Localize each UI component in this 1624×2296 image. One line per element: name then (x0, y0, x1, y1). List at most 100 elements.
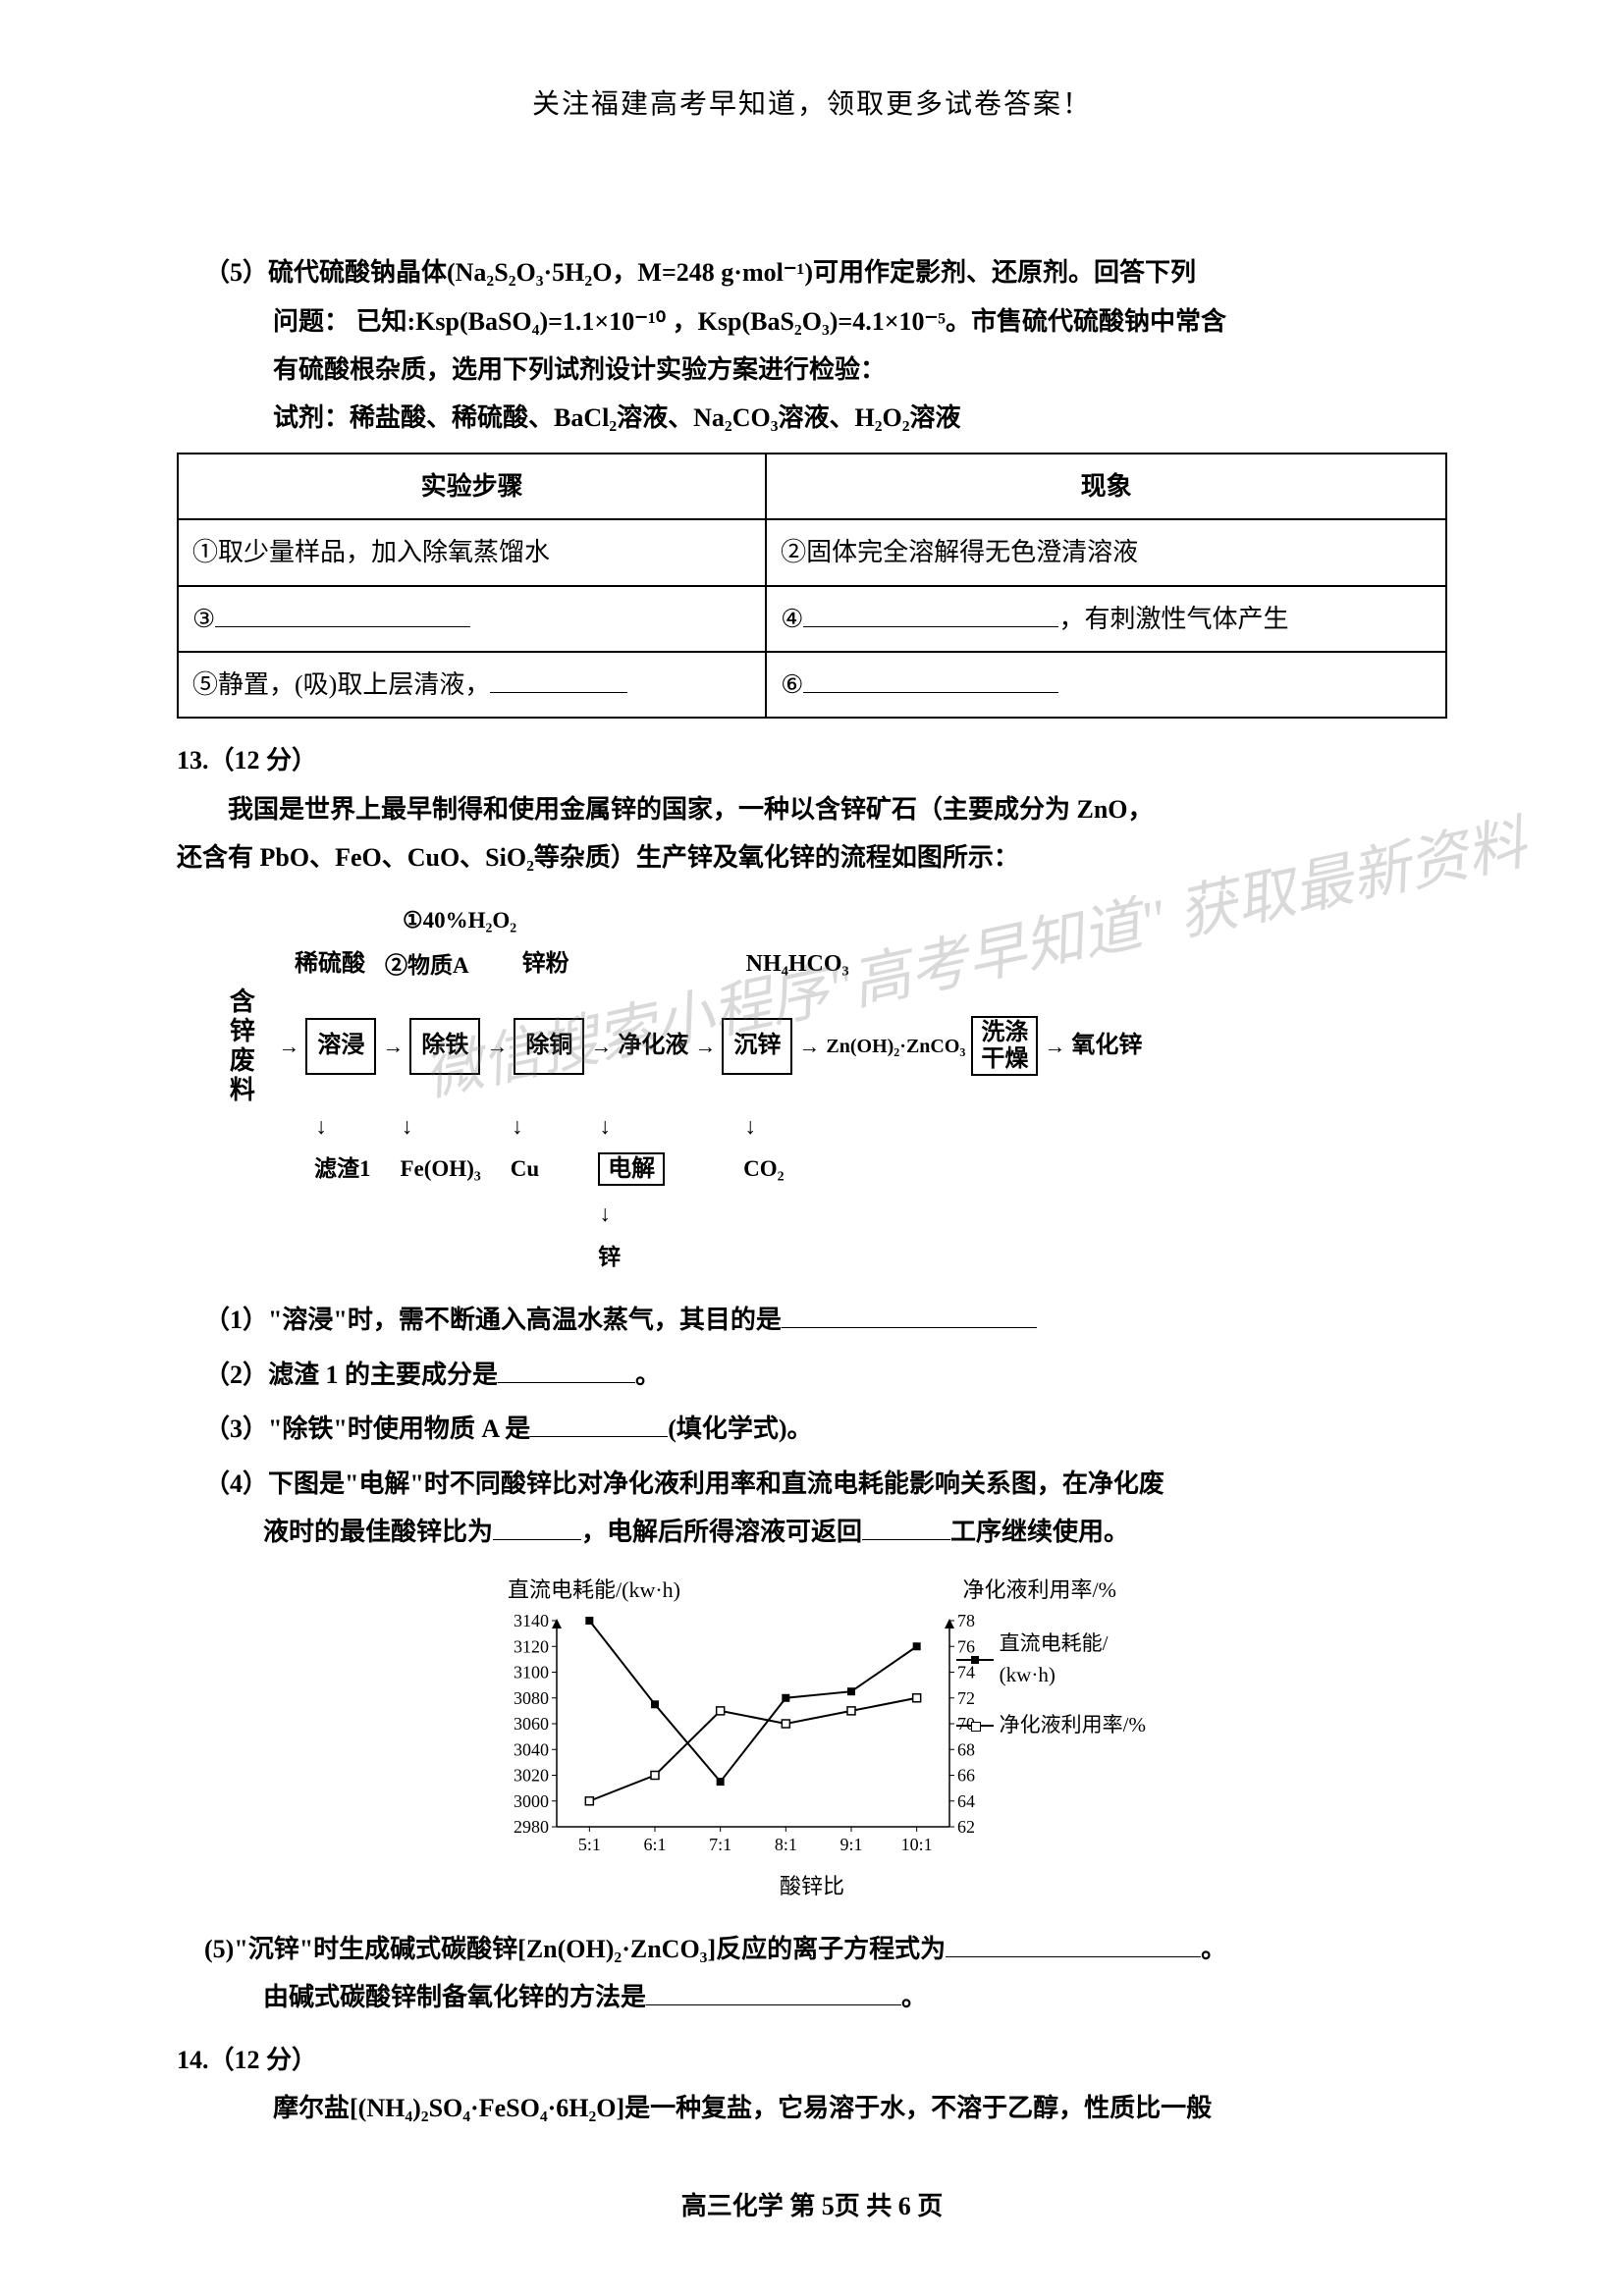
flow-top-h2o2: ①40%H₂O₂ (403, 899, 516, 942)
blank-input[interactable] (782, 1303, 1037, 1328)
down-arrow-icon: ↓ (598, 1193, 612, 1236)
svg-text:7:1: 7:1 (709, 1835, 731, 1854)
table-header-steps: 实验步骤 (178, 454, 766, 519)
page-footer: 高三化学 第 5页 共 6 页 (177, 2182, 1447, 2230)
svg-text:3100: 3100 (514, 1663, 549, 1682)
legend-item-utilization: 净化液利用率/% (956, 1710, 1146, 1741)
q13-number: 13.（12 分） (177, 736, 1447, 784)
blank-input[interactable] (646, 1980, 901, 2005)
svg-text:5:1: 5:1 (578, 1835, 601, 1854)
sub-suffix: 。 (901, 1983, 927, 2011)
legend-label: 直流电耗能/ (1000, 1631, 1109, 1655)
cell-suffix: ，有刺激性气体产生 (1058, 605, 1288, 633)
blank-input[interactable] (530, 1412, 668, 1437)
flow-below-feoh3: Fe(OH)₃ (401, 1156, 481, 1181)
svg-text:8:1: 8:1 (775, 1835, 797, 1854)
flow-below-cu: Cu (511, 1156, 539, 1181)
sub-suffix: 。 (1201, 1935, 1226, 1963)
q5-line3: 有硫酸根杂质，选用下列试剂设计实验方案进行检验： (273, 346, 1447, 394)
legend-item-consumption: 直流电耗能/(kw·h) (956, 1629, 1146, 1690)
page-header-note: 关注福建高考早知道，领取更多试卷答案！ (177, 79, 1447, 131)
flow-box-precipitate: 沉锌 (722, 1018, 792, 1075)
legend-label: 净化液利用率/% (1000, 1710, 1146, 1741)
experiment-table: 实验步骤 现象 ①取少量样品，加入除氧蒸馏水 ②固体完全溶解得无色澄清溶液 ③ … (177, 453, 1447, 720)
q13-sub5a: (5)"沉锌"时生成碱式碳酸锌[Zn(OH)₂·ZnCO₃]反应的离子方程式为 。 (204, 1925, 1447, 1973)
svg-text:3020: 3020 (514, 1766, 549, 1786)
arrow-icon: → (486, 1026, 508, 1067)
blank-input[interactable] (490, 667, 627, 693)
down-arrow-icon: ↓ (743, 1105, 757, 1148)
blank-input[interactable] (946, 1932, 1201, 1957)
flow-below-zn: 锌 (598, 1245, 621, 1269)
svg-text:66: 66 (957, 1766, 975, 1786)
sub-text: 由碱式碳酸锌制备氧化锌的方法是 (263, 1983, 646, 2011)
table-header-phenomenon: 现象 (766, 454, 1446, 519)
svg-text:3140: 3140 (514, 1611, 549, 1630)
table-row: ①取少量样品，加入除氧蒸馏水 ②固体完全溶解得无色澄清溶液 (178, 519, 1446, 585)
sub-suffix: 工序继续使用。 (950, 1518, 1129, 1546)
down-arrow-icon: ↓ (511, 1105, 524, 1148)
svg-text:62: 62 (957, 1817, 975, 1837)
arrow-icon: → (798, 1026, 820, 1067)
question-5: （5）硫代硫酸钠晶体(Na₂S₂O₃·5H₂O，M=248 g·mol⁻¹)可用… (177, 248, 1447, 443)
flow-below-lz1: 滤渣1 (314, 1156, 371, 1181)
flow-box-electrolysis: 电解 (598, 1152, 665, 1186)
flow-label-zno: 氧化锌 (1071, 1024, 1142, 1069)
cell-1-2: ②固体完全溶解得无色澄清溶液 (766, 519, 1446, 585)
blank-input[interactable] (215, 602, 470, 627)
arrow-icon: → (382, 1026, 404, 1067)
sub-text: 液时的最佳酸锌比为 (263, 1518, 493, 1546)
q5-line1: （5）硫代硫酸钠晶体(Na₂S₂O₃·5H₂O，M=248 g·mol⁻¹)可用… (204, 248, 1447, 296)
down-arrow-icon: ↓ (598, 1105, 612, 1148)
cell-prefix: ③ (192, 605, 215, 633)
sub-text: （3）"除铁"时使用物质 A 是 (204, 1415, 530, 1443)
flow-label-xihs: 稀硫酸 (295, 942, 365, 988)
flowchart-diagram: ①40%H₂O₂ 稀硫酸 ②物质A 锌粉 NH₄HCO₃ 含锌废料 → 溶浸 →… (216, 899, 1447, 1278)
flow-box-dissolve: 溶浸 (305, 1018, 376, 1075)
svg-text:3080: 3080 (514, 1688, 549, 1708)
q13-sub4b: 液时的最佳酸锌比为，电解后所得溶液可返回工序继续使用。 (263, 1508, 1447, 1556)
q13-sub1: （1）"溶浸"时，需不断通入高温水蒸气，其目的是 (204, 1296, 1447, 1344)
flow-label-znoh2: Zn(OH)₂·ZnCO₃ (826, 1028, 965, 1065)
cell-3-2: ⑥ (766, 652, 1446, 718)
q13-sub4a: （4）下图是"电解"时不同酸锌比对净化液利用率和直流电耗能影响关系图，在净化废 (204, 1460, 1447, 1508)
svg-text:3040: 3040 (514, 1739, 549, 1759)
q14-para: 摩尔盐[(NH₄)₂SO₄·FeSO₄·6H₂O]是一种复盐，它易溶于水，不溶于… (273, 2084, 1447, 2132)
table-row: ⑤静置，(吸)取上层清液， ⑥ (178, 652, 1446, 718)
down-arrow-icon: ↓ (401, 1105, 414, 1148)
q13-sub5b: 由碱式碳酸锌制备氧化锌的方法是 。 (263, 1973, 1447, 2021)
blank-input[interactable] (803, 602, 1058, 627)
svg-text:10:1: 10:1 (901, 1835, 933, 1854)
svg-text:78: 78 (957, 1611, 975, 1630)
blank-input[interactable] (862, 1515, 950, 1540)
flow-label-purified: 净化液 (618, 1024, 688, 1069)
flow-below-co2: CO₂ (743, 1156, 784, 1181)
chart-container: 直流电耗能/(kw·h) 净化液利用率/% 314031203100308030… (488, 1570, 1136, 1907)
down-arrow-icon: ↓ (314, 1105, 328, 1148)
arrow-icon: → (278, 1026, 299, 1067)
blank-input[interactable] (493, 1515, 581, 1540)
svg-text:68: 68 (957, 1739, 975, 1759)
table-row: ③ ④，有刺激性气体产生 (178, 586, 1446, 652)
svg-text:3000: 3000 (514, 1791, 549, 1811)
sub-text: （2）滤渣 1 的主要成分是 (204, 1361, 498, 1389)
cell-1-1: ①取少量样品，加入除氧蒸馏水 (178, 519, 766, 585)
cell-2-1: ③ (178, 586, 766, 652)
svg-text:9:1: 9:1 (839, 1835, 862, 1854)
legend-marker-filled-icon (956, 1659, 994, 1661)
flow-top-matA: ②物质A (385, 944, 469, 988)
cell-prefix: ⑤静置，(吸)取上层清液， (192, 670, 490, 699)
question-13: 13.（12 分） 我国是世界上最早制得和使用金属锌的国家，一种以含锌矿石（主要… (177, 736, 1447, 881)
chart-xaxis-label: 酸锌比 (488, 1866, 1136, 1907)
q13-sub2: （2）滤渣 1 的主要成分是。 (204, 1351, 1447, 1399)
blank-input[interactable] (498, 1358, 635, 1383)
arrow-icon: → (590, 1026, 612, 1067)
flow-label-zincpowder: 锌粉 (522, 942, 569, 988)
sub-text: (5)"沉锌"时生成碱式碳酸锌[Zn(OH)₂·ZnCO₃]反应的离子方程式为 (204, 1935, 946, 1963)
flow-box-remove-copper: 除铜 (514, 1018, 584, 1075)
blank-input[interactable] (803, 667, 1058, 693)
cell-prefix: ⑥ (781, 670, 803, 699)
flow-box-remove-iron: 除铁 (409, 1018, 480, 1075)
chart-svg: 3140312031003080306030403020300029807876… (488, 1611, 999, 1866)
svg-text:64: 64 (957, 1791, 975, 1811)
